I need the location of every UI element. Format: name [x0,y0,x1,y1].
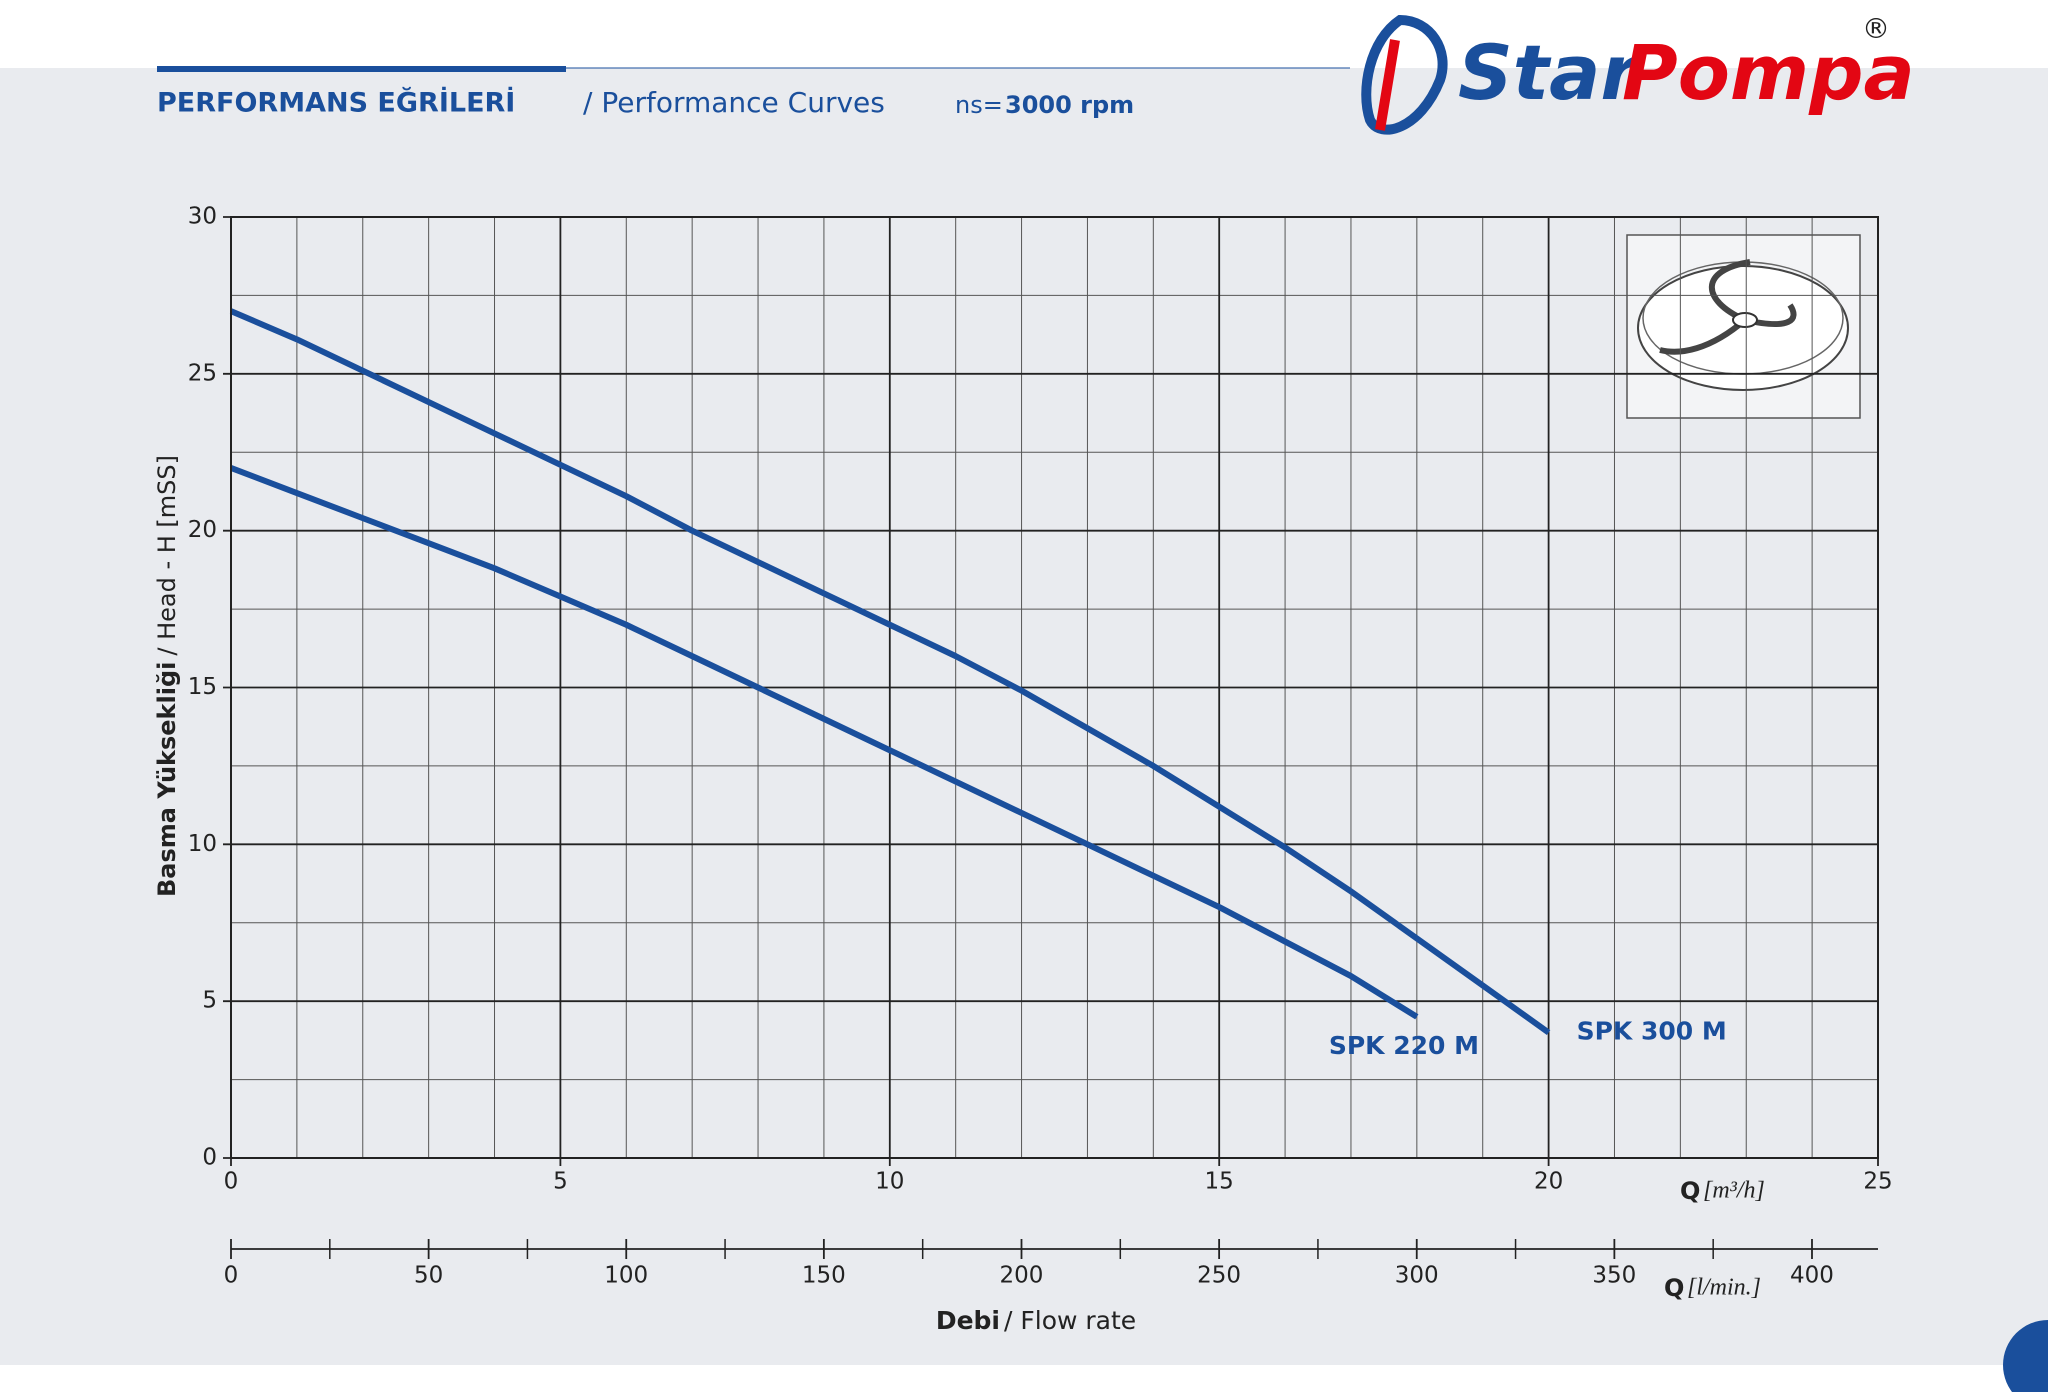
x2-tick-label: 50 [414,1263,443,1289]
plot-frame [230,216,1879,1159]
y-tick-label: 30 [188,204,217,230]
speed: 3000 rpm [1005,91,1134,119]
y-axis-label: Basma Yüksekliği / Head - H [mSS] [153,455,181,897]
y-axis-label-part: / Head - H [mSS] [153,455,181,656]
y-tick-label: 20 [188,517,217,543]
x-axis-q: Q [1680,1177,1700,1205]
y-tick-label: 0 [202,1145,217,1171]
x2-tick-label: 250 [1197,1263,1241,1289]
footer-bold: Debi [936,1306,1000,1335]
x2-tick-label: 400 [1790,1263,1834,1289]
header-title: PERFORMANS EĞRİLERİ [157,87,515,119]
x-tick-label: 15 [1205,1169,1234,1195]
y-tick-label: 25 [188,360,217,386]
footer-label: / Flow rate [1004,1306,1136,1335]
x2-tick-label: 100 [604,1263,648,1289]
curve [229,308,1551,1035]
x2-tick-label: 150 [802,1263,846,1289]
impeller-disc [1637,265,1849,391]
curve [229,465,1419,1020]
y-axis-label-part: Basma Yüksekliği [153,662,181,897]
x-axis-unit: [m³/h] [1703,1178,1765,1204]
y-tick-label: 15 [188,674,217,700]
logo-swirl-red [1375,39,1400,131]
curve-label: SPK 300 M [1577,1017,1727,1046]
x-tick-label: 25 [1863,1169,1892,1195]
impeller-image [1626,234,1861,419]
x2-tick-label: 350 [1592,1263,1636,1289]
logo-swirl [1361,14,1448,135]
y-tick-label: 5 [202,988,217,1014]
y-tick-label: 10 [188,831,217,857]
x2-tick-label: 200 [1000,1263,1044,1289]
header-bar [157,66,566,72]
speed-prefix: ns= [955,91,1003,119]
logo: Star Pompa ® [1361,12,1915,135]
corner-dot [2003,1320,2048,1392]
logo-star: Star [1458,28,1642,117]
curve-label: SPK 220 M [1329,1031,1479,1060]
logo-pompa: Pompa [1622,28,1915,117]
x-tick-label: 5 [553,1169,568,1195]
x-tick-label: 0 [224,1169,239,1195]
logo-registered: ® [1862,12,1890,45]
header-subtitle: / Performance Curves [583,86,885,119]
x2-axis-unit: [l/min.] [1687,1275,1761,1301]
x2-axis-q: Q [1664,1274,1684,1302]
x2-tick-label: 0 [224,1263,239,1289]
x-tick-label: 10 [875,1169,904,1195]
x2-tick-label: 300 [1395,1263,1439,1289]
x-tick-label: 20 [1534,1169,1563,1195]
impeller-hub [1732,312,1758,328]
